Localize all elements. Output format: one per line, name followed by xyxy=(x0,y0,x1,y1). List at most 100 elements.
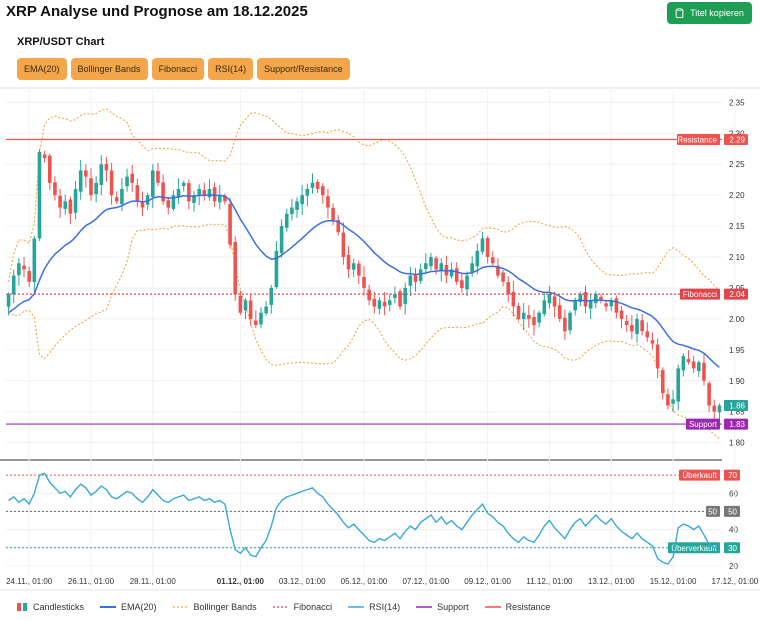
legend-bollinger[interactable]: Bollinger Bands xyxy=(172,602,257,612)
price-tick-label: 2.30 xyxy=(729,129,745,138)
price-tick-label: 2.35 xyxy=(729,98,745,107)
candle-body xyxy=(295,201,299,211)
overbought-label: Überkauft xyxy=(679,469,720,481)
candle-body xyxy=(357,263,361,276)
candle-body xyxy=(717,405,722,413)
oversold-value-tag-text: 30 xyxy=(728,544,737,553)
time-tick-label: 03.12., 01:00 xyxy=(279,577,326,586)
candle-body xyxy=(454,268,459,282)
fibonacci-label-bg xyxy=(680,288,720,300)
time-tick-label: 24.11., 01:00 xyxy=(6,577,53,586)
candle-body xyxy=(578,294,583,303)
candle-body xyxy=(254,320,258,326)
candle-body xyxy=(37,151,42,239)
oversold-value-tag: 30 xyxy=(724,542,740,554)
time-tick-label: 09.12., 01:00 xyxy=(464,577,511,586)
bollinger-toggle-button[interactable]: Bollinger Bands xyxy=(70,58,148,80)
candle-body xyxy=(42,154,47,159)
candle-body xyxy=(645,331,650,338)
legend-label: Candlesticks xyxy=(33,602,85,612)
candle-body xyxy=(145,195,150,205)
candle-body xyxy=(439,263,444,271)
candle-body xyxy=(707,383,711,406)
candle-body xyxy=(619,310,624,319)
rsi-legend-icon xyxy=(348,606,365,608)
rsi-tick-label: 60 xyxy=(729,489,738,498)
resistance-label-bg xyxy=(677,133,720,145)
fibonacci-toggle-button[interactable]: Fibonacci xyxy=(151,58,205,80)
legend-label: Bollinger Bands xyxy=(193,602,257,612)
candle-body xyxy=(557,305,562,319)
candle-body xyxy=(387,300,392,305)
candle-body xyxy=(161,182,165,202)
support-label-bg xyxy=(686,418,720,430)
time-tick-label: 17.12., 01:00 xyxy=(712,577,759,586)
rsi-tick-label: 20 xyxy=(729,562,738,571)
candle-body xyxy=(63,201,68,209)
candle-body xyxy=(259,312,263,325)
support-label: Support xyxy=(686,418,720,430)
candle-body xyxy=(68,199,73,214)
candle-body xyxy=(702,362,706,381)
clipboard-icon xyxy=(675,8,684,18)
candle-body xyxy=(73,188,78,213)
candle-body xyxy=(181,182,186,186)
legend-ema[interactable]: EMA(20) xyxy=(100,602,157,612)
candle-body xyxy=(367,289,371,301)
candle-body xyxy=(660,370,665,394)
candle-body xyxy=(248,300,253,319)
candle-body xyxy=(212,187,217,202)
time-tick-label: 13.12., 01:00 xyxy=(588,577,635,586)
candle-body xyxy=(315,181,320,189)
candle-body xyxy=(171,195,176,209)
candle-body xyxy=(624,321,629,326)
candle-body xyxy=(413,274,418,282)
candle-body xyxy=(264,306,268,314)
candle-body xyxy=(99,164,104,185)
chart-legend: Candlesticks EMA(20) Bollinger Bands Fib… xyxy=(0,596,760,618)
price-tick-label: 1.80 xyxy=(729,439,745,448)
ema-toggle-button[interactable]: EMA(20) xyxy=(17,58,67,80)
candle-body xyxy=(552,296,557,307)
candle-body xyxy=(223,196,227,202)
candle-body xyxy=(326,196,330,208)
candle-body xyxy=(697,362,701,371)
legend-fibonacci[interactable]: Fibonacci xyxy=(272,602,332,612)
candle-body xyxy=(351,263,356,270)
overbought-label-text: Überkauft xyxy=(682,471,717,480)
legend-label: RSI(14) xyxy=(369,602,401,612)
legend-label: Support xyxy=(437,602,469,612)
rsi-mid-value-tag: 50 xyxy=(724,505,740,517)
candle-body xyxy=(140,201,145,208)
candle-body xyxy=(521,312,526,320)
legend-support[interactable]: Support xyxy=(416,602,469,612)
candle-body xyxy=(527,315,531,319)
copy-title-button[interactable]: Titel kopieren xyxy=(667,2,752,24)
support-legend-icon xyxy=(416,606,433,608)
candle-body xyxy=(84,170,88,177)
price-tick-label: 2.10 xyxy=(729,253,745,262)
rsi-toggle-button[interactable]: RSI(14) xyxy=(208,58,254,80)
candle-body xyxy=(78,170,83,192)
legend-candlesticks[interactable]: Candlesticks xyxy=(16,602,84,612)
candle-body xyxy=(238,295,243,313)
candle-body xyxy=(516,305,521,319)
candle-body xyxy=(346,254,351,270)
candle-body xyxy=(89,178,93,196)
legend-rsi[interactable]: RSI(14) xyxy=(348,602,400,612)
support-resistance-toggle-button[interactable]: Support/Resistance xyxy=(257,58,350,80)
current-price-tag-bg xyxy=(724,400,748,412)
time-tick-label: 11.12., 01:00 xyxy=(526,577,573,586)
candle-body xyxy=(53,182,57,196)
fibonacci-value-tag: 2.04 xyxy=(724,288,748,300)
candle-body xyxy=(279,226,284,254)
candle-body xyxy=(681,356,686,371)
candle-body xyxy=(403,287,408,304)
legend-resistance[interactable]: Resistance xyxy=(484,602,550,612)
time-tick-label: 07.12., 01:00 xyxy=(402,577,449,586)
candle-body xyxy=(151,170,155,198)
oversold-label: Überverkauft xyxy=(668,542,720,554)
candle-body xyxy=(305,188,310,196)
candle-body xyxy=(362,277,366,288)
